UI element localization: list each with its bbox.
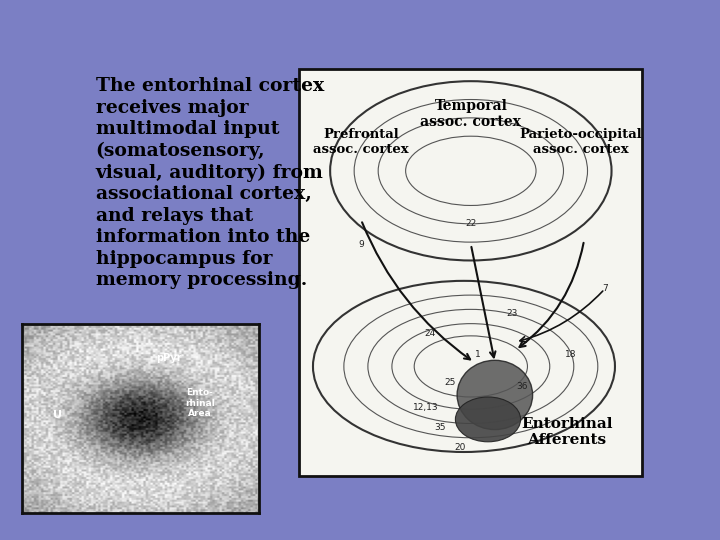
Text: 20: 20 (455, 443, 467, 453)
Text: 9: 9 (358, 240, 364, 249)
Ellipse shape (457, 360, 533, 430)
Text: Ento-
rhinal
Area: Ento- rhinal Area (185, 388, 215, 418)
Text: 25: 25 (444, 378, 456, 387)
Text: 22: 22 (465, 219, 477, 228)
Text: The entorhinal cortex
receives major
multimodal input
(somatosensory,
visual, au: The entorhinal cortex receives major mul… (96, 77, 324, 289)
Text: 36: 36 (516, 382, 528, 392)
Text: Parieto-occipital
assoc. cortex: Parieto-occipital assoc. cortex (519, 129, 642, 156)
Text: 7: 7 (602, 285, 608, 294)
Text: 35: 35 (434, 423, 446, 432)
FancyBboxPatch shape (300, 69, 642, 476)
Text: 12,13: 12,13 (413, 403, 439, 411)
Text: 23: 23 (506, 309, 518, 318)
Text: Temporal
assoc. cortex: Temporal assoc. cortex (420, 99, 521, 129)
Text: 24: 24 (424, 329, 436, 339)
Text: pPyr: pPyr (156, 353, 181, 363)
Text: Prefrontal
assoc. cortex: Prefrontal assoc. cortex (313, 129, 409, 156)
Ellipse shape (455, 397, 521, 442)
Text: U: U (53, 410, 62, 420)
Text: Entorhinal
Afferents: Entorhinal Afferents (521, 416, 613, 447)
Text: 1: 1 (474, 350, 480, 359)
Text: 18: 18 (564, 350, 576, 359)
